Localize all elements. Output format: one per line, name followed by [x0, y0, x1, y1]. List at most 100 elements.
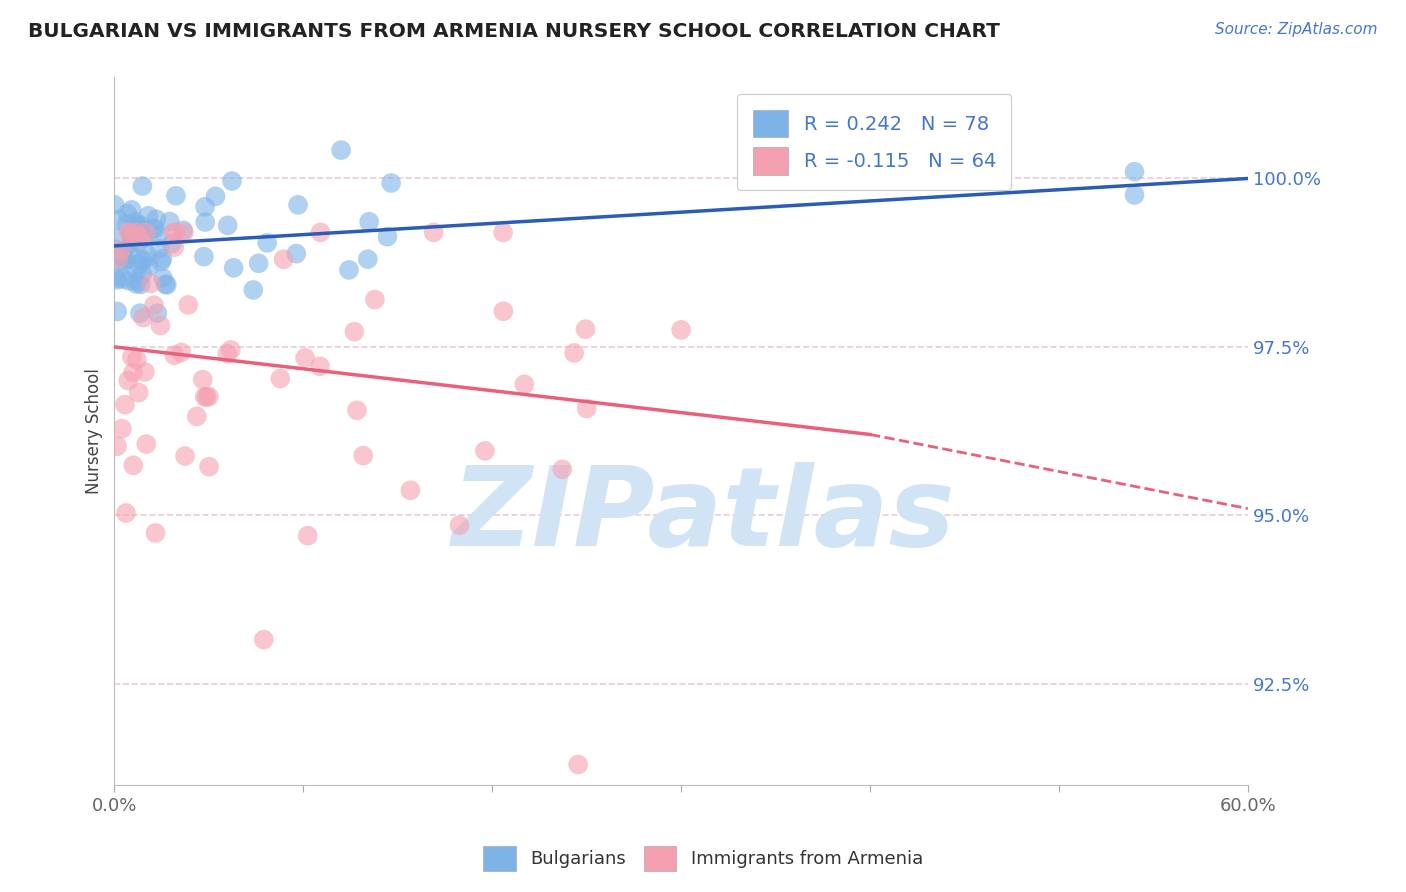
Point	[124, 231, 146, 245]
Point	[194, 390, 217, 404]
Point	[343, 325, 366, 339]
Point	[138, 209, 160, 223]
Point	[155, 277, 177, 292]
Point	[110, 244, 132, 258]
Point	[669, 323, 692, 337]
Point	[117, 206, 139, 220]
Point	[422, 226, 444, 240]
Point	[217, 219, 239, 233]
Point	[131, 254, 153, 268]
Point	[309, 226, 332, 240]
Point	[150, 254, 173, 268]
Text: ZIPatlas: ZIPatlas	[451, 462, 956, 569]
Point	[127, 220, 149, 235]
Point	[143, 222, 166, 236]
Point	[364, 293, 387, 307]
Point	[111, 246, 134, 260]
Point	[145, 212, 167, 227]
Point	[124, 261, 146, 276]
Point	[108, 254, 131, 268]
Point	[134, 365, 156, 379]
Point	[104, 243, 127, 257]
Point	[121, 235, 143, 250]
Point	[194, 200, 217, 214]
Point	[217, 346, 239, 360]
Point	[135, 226, 157, 240]
Text: BULGARIAN VS IMMIGRANTS FROM ARMENIA NURSERY SCHOOL CORRELATION CHART: BULGARIAN VS IMMIGRANTS FROM ARMENIA NUR…	[28, 22, 1000, 41]
Point	[474, 443, 496, 458]
Point	[352, 449, 374, 463]
Point	[172, 223, 194, 237]
Point	[173, 226, 195, 240]
Point	[449, 518, 471, 533]
Point	[195, 390, 218, 404]
Point	[193, 250, 215, 264]
Point	[131, 179, 153, 194]
Point	[117, 244, 139, 259]
Point	[219, 343, 242, 357]
Point	[152, 252, 174, 266]
Point	[129, 306, 152, 320]
Point	[121, 350, 143, 364]
Point	[105, 439, 128, 453]
Point	[117, 226, 139, 240]
Point	[128, 230, 150, 244]
Point	[115, 506, 138, 520]
Point	[127, 236, 149, 251]
Point	[204, 189, 226, 203]
Point	[148, 242, 170, 256]
Point	[156, 277, 179, 292]
Point	[269, 371, 291, 385]
Point	[139, 277, 162, 291]
Point	[112, 250, 135, 264]
Point	[567, 757, 589, 772]
Point	[118, 226, 141, 240]
Point	[170, 345, 193, 359]
Point	[1123, 165, 1146, 179]
Point	[152, 271, 174, 285]
Point	[574, 322, 596, 336]
Point	[143, 298, 166, 312]
Point	[163, 226, 186, 240]
Point	[122, 458, 145, 473]
Point	[163, 240, 186, 254]
Point	[141, 222, 163, 236]
Point	[107, 252, 129, 266]
Point	[124, 215, 146, 229]
Point	[562, 346, 585, 360]
Point	[129, 277, 152, 292]
Point	[256, 235, 278, 250]
Point	[145, 525, 167, 540]
Point	[125, 226, 148, 240]
Point	[127, 274, 149, 288]
Point	[198, 390, 221, 404]
Point	[149, 318, 172, 333]
Point	[198, 459, 221, 474]
Point	[122, 366, 145, 380]
Point	[118, 274, 141, 288]
Text: Source: ZipAtlas.com: Source: ZipAtlas.com	[1215, 22, 1378, 37]
Y-axis label: Nursery School: Nursery School	[86, 368, 103, 494]
Point	[359, 215, 381, 229]
Point	[297, 529, 319, 543]
Point	[117, 374, 139, 388]
Point	[242, 283, 264, 297]
Point	[134, 231, 156, 245]
Point	[492, 304, 515, 318]
Point	[114, 398, 136, 412]
Point	[309, 359, 332, 374]
Point	[346, 403, 368, 417]
Point	[253, 632, 276, 647]
Point	[146, 306, 169, 320]
Point	[287, 198, 309, 212]
Point	[380, 176, 402, 190]
Point	[138, 259, 160, 273]
Point	[357, 252, 380, 267]
Point	[174, 449, 197, 463]
Point	[135, 247, 157, 261]
Point	[160, 236, 183, 251]
Point	[129, 219, 152, 233]
Point	[112, 255, 135, 269]
Point	[105, 231, 128, 245]
Point	[125, 277, 148, 291]
